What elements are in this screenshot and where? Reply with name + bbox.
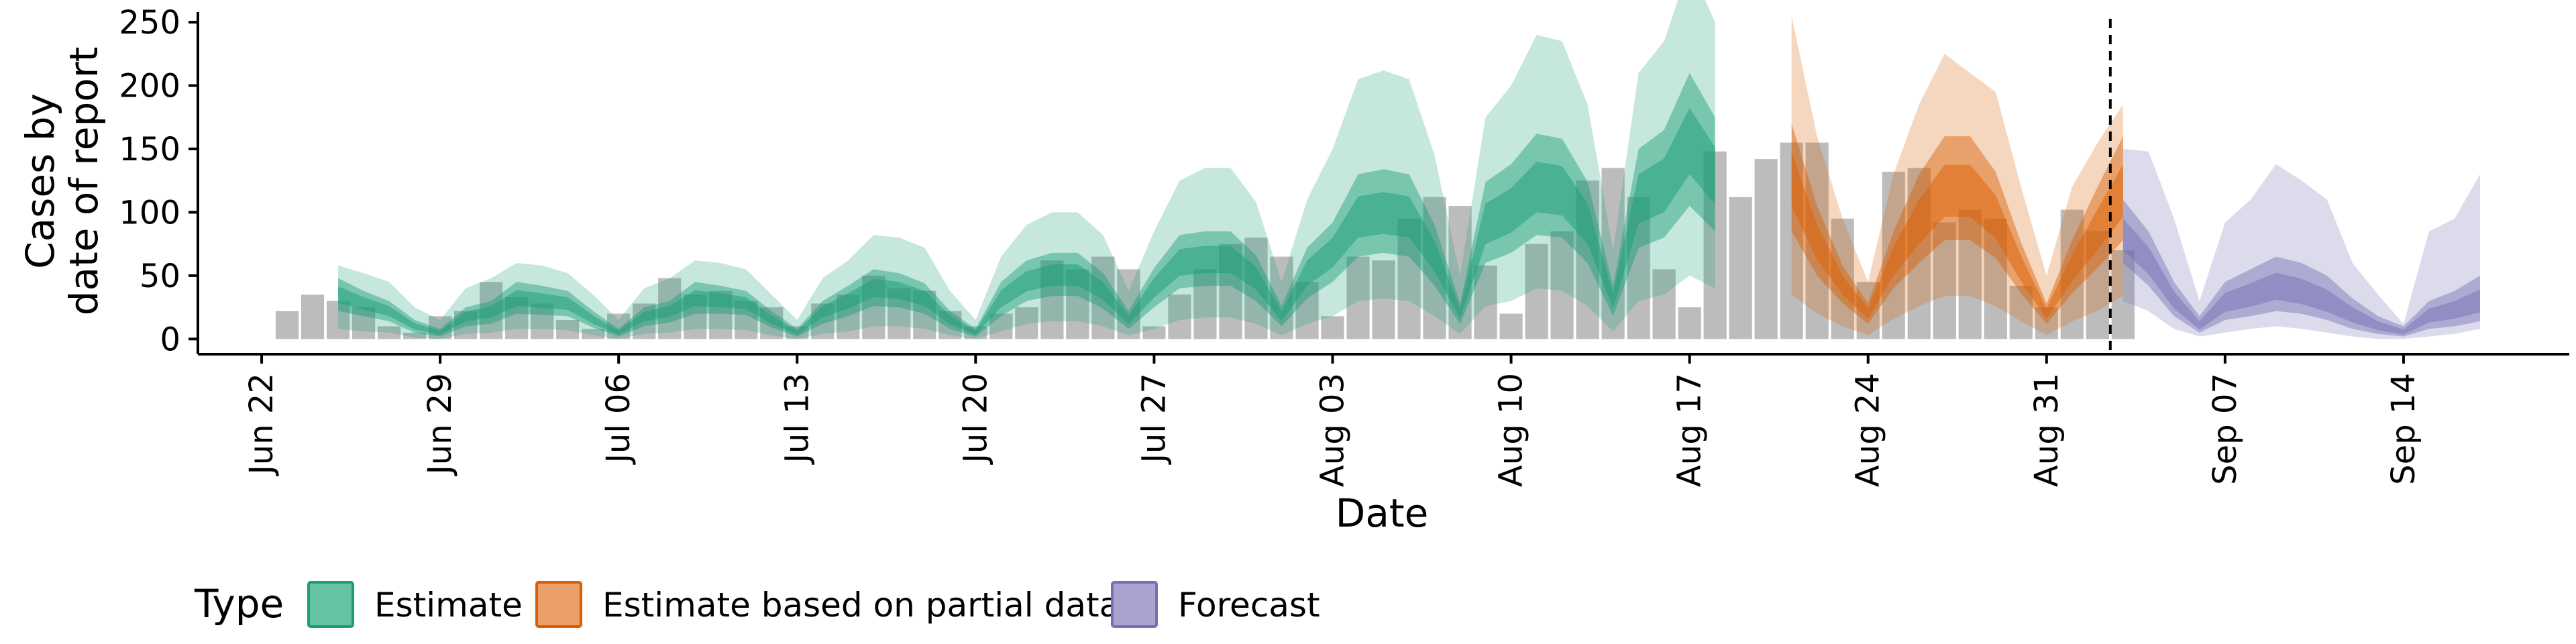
x-axis-title: Date	[1336, 490, 1429, 536]
estimate-core-band	[338, 107, 1715, 335]
case-bar	[1678, 307, 1701, 339]
case-bar	[1346, 256, 1370, 339]
estimate-outer-band	[338, 0, 1715, 339]
x-tick-label: Jul 13	[778, 373, 816, 465]
case-bar	[1499, 313, 1523, 339]
partial-core-band	[1791, 152, 2123, 319]
partial-inner-band	[1791, 123, 2123, 324]
y-tick-label: 250	[119, 4, 180, 42]
case-bar	[1550, 231, 1574, 339]
y-axis-title-line-2: date of report	[61, 47, 107, 316]
y-axis-ticks: 0 50 100 150 200 250	[119, 4, 198, 358]
y-tick-label: 0	[160, 321, 180, 358]
case-bar	[1933, 222, 1956, 339]
case-bar	[1117, 269, 1140, 339]
x-axis-ticks: Jun 22 Jun 29 Jul 06 Jul 13 Jul 20 Jul 27 Aug …	[243, 354, 2422, 487]
case-bar	[1729, 197, 1752, 339]
x-tick-label: Aug 03	[1313, 373, 1351, 487]
case-bar	[352, 307, 376, 339]
case-bar	[1372, 260, 1395, 339]
legend-key-partial	[535, 581, 582, 628]
case-bar	[582, 329, 605, 339]
case-bar	[326, 301, 350, 339]
reported-cases-bars	[275, 142, 2135, 339]
case-bar	[402, 332, 427, 339]
case-bar	[1601, 168, 1625, 339]
x-tick-label: Jun 22	[243, 373, 280, 476]
case-bar	[377, 326, 401, 339]
y-tick-label: 100	[119, 194, 180, 231]
legend-key-estimate	[307, 581, 354, 628]
legend-label-partial: Estimate based on partial data	[602, 586, 1120, 625]
case-bar	[1525, 244, 1548, 339]
legend-label-forecast: Forecast	[1178, 586, 1320, 625]
case-bar	[2111, 250, 2135, 339]
legend: Type Estimate Estimate based on partial …	[194, 581, 1320, 628]
case-bar	[1652, 269, 1676, 339]
x-tick-label: Sep 07	[2206, 373, 2244, 485]
y-axis-title-line-1: Cases by	[17, 93, 63, 269]
case-bar	[531, 303, 554, 339]
case-bar	[989, 313, 1013, 339]
case-bar	[556, 320, 580, 339]
forecast-outer-band	[2123, 149, 2480, 339]
case-bar	[2009, 286, 2033, 339]
case-bar	[1958, 209, 1982, 339]
x-tick-label: Jul 27	[1135, 373, 1173, 465]
legend-label-estimate: Estimate	[374, 586, 523, 625]
x-tick-label: Jul 06	[600, 373, 637, 465]
forecast-inner-band	[2123, 199, 2480, 337]
y-tick-label: 200	[119, 68, 180, 105]
y-tick-label: 50	[140, 258, 180, 295]
x-tick-label: Sep 14	[2385, 373, 2422, 485]
x-tick-label: Aug 24	[1849, 373, 1887, 487]
y-tick-label: 150	[119, 131, 180, 168]
axes	[197, 12, 2569, 356]
x-tick-label: Aug 31	[2028, 373, 2065, 487]
case-bar	[1474, 265, 1497, 339]
legend-title: Type	[194, 581, 284, 627]
case-bar	[1015, 307, 1038, 339]
x-tick-label: Aug 10	[1493, 373, 1530, 487]
case-bar	[1193, 269, 1217, 339]
case-bar	[1321, 316, 1344, 339]
legend-key-forecast	[1111, 581, 1158, 628]
case-bar	[1754, 159, 1778, 339]
case-bar	[1168, 294, 1191, 339]
x-tick-label: Aug 17	[1671, 373, 1709, 487]
estimate-bands	[338, 0, 2480, 339]
case-bar	[275, 311, 299, 339]
case-bar	[1142, 326, 1166, 339]
x-tick-label: Jun 29	[421, 373, 459, 476]
case-bar	[301, 294, 325, 339]
x-tick-label: Jul 20	[957, 373, 994, 465]
